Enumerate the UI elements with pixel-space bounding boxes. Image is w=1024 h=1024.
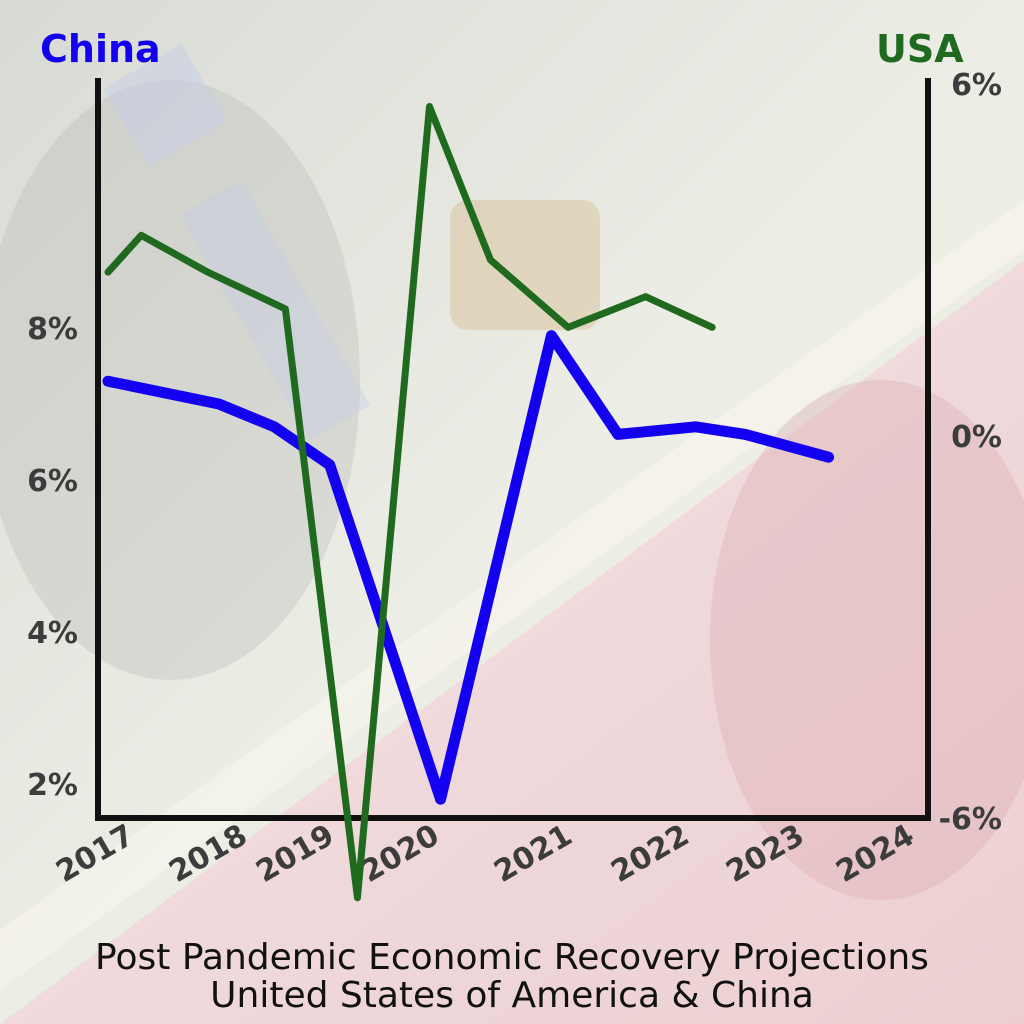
right-y-tick-label: -6% — [939, 802, 1002, 837]
x-tick-label: 2022 — [605, 818, 695, 890]
series-line-china — [102, 330, 835, 805]
chart-subtitle: United States of America & China — [210, 975, 814, 1016]
x-tick-label: 2021 — [488, 818, 578, 890]
right-y-tick-label: 6% — [951, 68, 1002, 103]
left-y-tick-label: 4% — [27, 616, 78, 651]
chart-title: Post Pandemic Economic Recovery Projecti… — [95, 937, 929, 978]
x-tick-label: 2023 — [720, 818, 810, 890]
series-line-usa — [104, 103, 716, 902]
left-y-tick-labels: 8% 6% 4% 2% — [27, 312, 78, 803]
series-name-usa: USA — [876, 27, 964, 71]
left-y-tick-label: 6% — [27, 464, 78, 499]
left-y-tick-label: 2% — [27, 768, 78, 803]
right-y-tick-label: 0% — [951, 420, 1002, 455]
series-name-china: China — [40, 27, 161, 71]
right-y-tick-labels: 6% 0% -6% — [939, 68, 1002, 837]
x-tick-label: 2019 — [250, 818, 340, 890]
x-tick-label: 2017 — [50, 818, 140, 890]
x-tick-label: 2024 — [830, 818, 920, 890]
x-tick-label: 2018 — [163, 818, 253, 890]
x-tick-label: 2020 — [355, 818, 445, 890]
left-y-tick-label: 8% — [27, 312, 78, 347]
